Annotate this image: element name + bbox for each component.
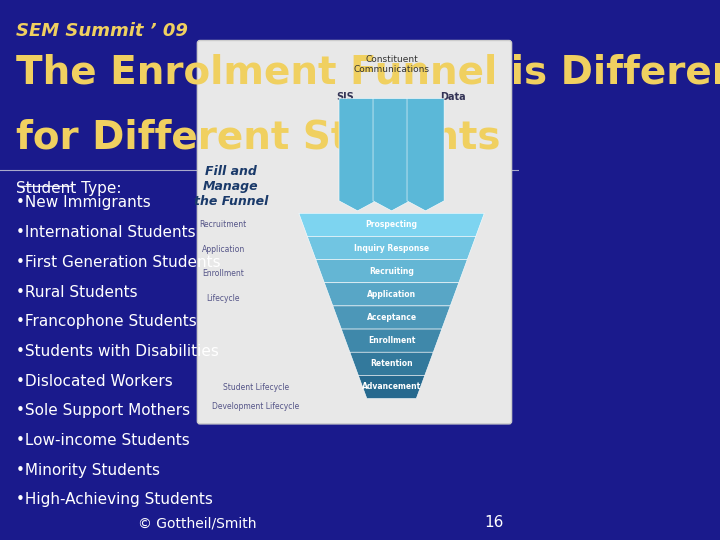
Polygon shape [324, 283, 459, 306]
Text: SIS: SIS [336, 92, 354, 103]
Text: •Rural Students: •Rural Students [16, 285, 138, 300]
Polygon shape [339, 98, 376, 211]
Polygon shape [341, 329, 442, 352]
Polygon shape [373, 98, 410, 211]
Text: Lifecycle: Lifecycle [207, 294, 240, 303]
Text: The Enrolment Funnel is Different: The Enrolment Funnel is Different [16, 54, 720, 92]
Polygon shape [299, 213, 485, 237]
Polygon shape [316, 260, 467, 283]
Polygon shape [333, 306, 450, 329]
Text: •Sole Support Mothers: •Sole Support Mothers [16, 403, 189, 418]
Polygon shape [407, 98, 444, 211]
FancyBboxPatch shape [197, 40, 512, 424]
Text: 16: 16 [485, 515, 504, 530]
Text: Enrollment: Enrollment [368, 336, 415, 345]
Text: Data: Data [441, 92, 466, 103]
Text: •New Immigrants: •New Immigrants [16, 195, 150, 211]
Text: •High-Achieving Students: •High-Achieving Students [16, 492, 212, 508]
Text: Constituent
Communications: Constituent Communications [354, 55, 430, 74]
Text: Student Lifecycle: Student Lifecycle [222, 383, 289, 391]
Text: Acceptance: Acceptance [366, 313, 417, 322]
Text: SEM Summit ’ 09: SEM Summit ’ 09 [16, 22, 187, 39]
Text: •Minority Students: •Minority Students [16, 463, 160, 478]
Text: •Low-income Students: •Low-income Students [16, 433, 189, 448]
Polygon shape [359, 375, 425, 399]
Text: Advancement: Advancement [362, 382, 421, 392]
Text: Application: Application [367, 290, 416, 299]
Text: Recruiting: Recruiting [369, 267, 414, 276]
Text: •International Students: •International Students [16, 225, 195, 240]
Text: Development Lifecycle: Development Lifecycle [212, 402, 300, 410]
Polygon shape [307, 237, 476, 260]
Text: Recruitment: Recruitment [199, 220, 247, 229]
Text: •Students with Disabilities: •Students with Disabilities [16, 344, 218, 359]
Text: Prospecting: Prospecting [366, 220, 418, 230]
Text: Application: Application [202, 245, 245, 254]
Polygon shape [350, 352, 433, 375]
Text: Student Type:: Student Type: [16, 181, 121, 196]
Text: •Dislocated Workers: •Dislocated Workers [16, 374, 172, 389]
Text: for Different Students: for Different Students [16, 119, 500, 157]
Text: Fill and
Manage
the Funnel: Fill and Manage the Funnel [194, 165, 268, 208]
Text: © Gottheil/Smith: © Gottheil/Smith [138, 516, 256, 530]
Text: •Francophone Students: •Francophone Students [16, 314, 197, 329]
Text: Inquiry Response: Inquiry Response [354, 244, 429, 253]
Text: Retention: Retention [370, 359, 413, 368]
Text: Enrollment: Enrollment [202, 269, 244, 278]
Text: •First Generation Students: •First Generation Students [16, 255, 220, 270]
